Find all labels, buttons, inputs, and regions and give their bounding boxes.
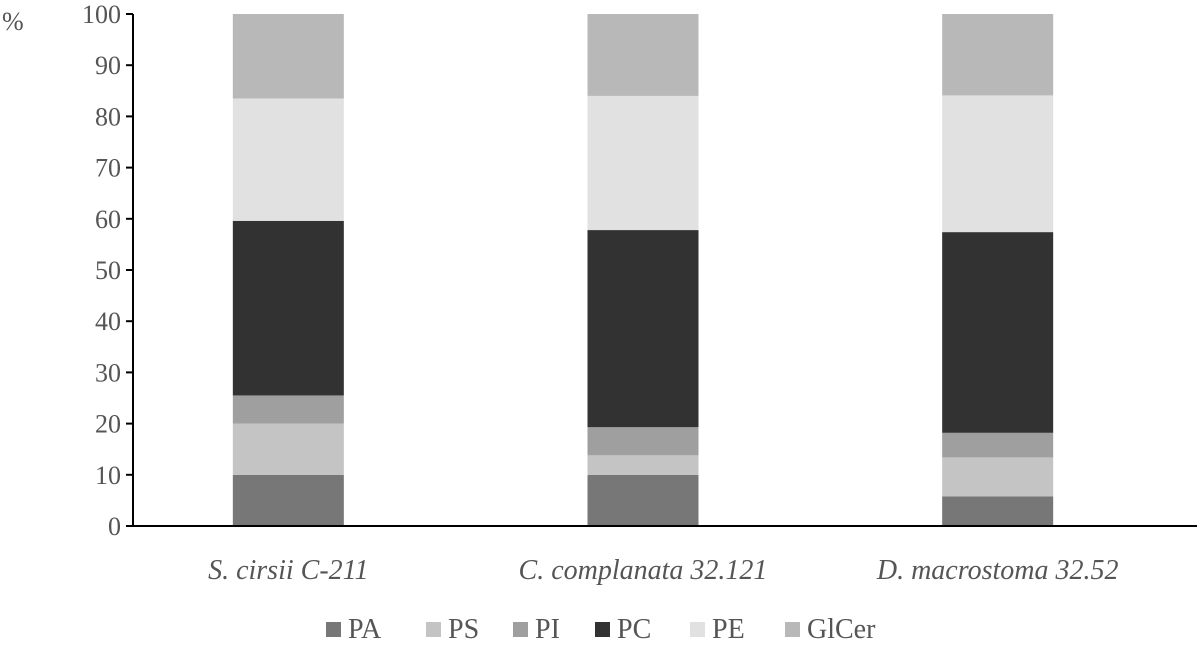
y-tick-label: 10: [95, 461, 121, 490]
legend-label-pa: PA: [348, 614, 382, 645]
bar-segment-pa: [232, 474, 344, 526]
x-category-label: C. complanata 32.121: [519, 555, 768, 586]
legend-label-pe: PE: [712, 614, 745, 645]
y-tick-label: 50: [95, 256, 121, 285]
bar-segment-ps: [232, 423, 344, 475]
y-tick-label: 30: [95, 358, 121, 387]
legend-label-pc: PC: [617, 614, 651, 645]
y-tick-label: 20: [95, 410, 121, 439]
legend: PA PS PI PC PE GlCer: [326, 614, 876, 645]
bar-segment-glcer: [587, 14, 699, 96]
bar-segment-pa: [587, 474, 699, 526]
bar-segment-pc: [587, 230, 699, 428]
y-tick-label: 0: [108, 512, 121, 541]
legend-label-glcer: GlCer: [807, 614, 876, 645]
y-tick-label: 90: [95, 51, 121, 80]
bar-segment-glcer: [232, 14, 344, 99]
y-axis: 0 10 20 30 40 50 60 70 80 90 100: [82, 0, 133, 541]
bar-segment-pc: [942, 232, 1054, 433]
y-tick-label: 80: [95, 102, 121, 131]
bar-segment-pc: [232, 220, 344, 396]
legend-label-pi: PI: [535, 614, 560, 645]
legend-label-ps: PS: [448, 614, 479, 645]
bar-segment-pa: [942, 496, 1054, 526]
y-tick-label: 60: [95, 205, 121, 234]
legend-swatch-pa: [326, 622, 341, 637]
y-tick-label: 70: [95, 154, 121, 183]
x-category-label: S. cirsii C-211: [208, 555, 368, 586]
bar-segment-pe: [587, 95, 699, 231]
y-axis-unit-label: %: [2, 7, 24, 36]
legend-swatch-ps: [426, 622, 441, 637]
bar-segment-pe: [232, 98, 344, 221]
legend-swatch-pi: [513, 622, 528, 637]
bar-segment-pi: [232, 395, 344, 424]
bar-segment-ps: [942, 457, 1054, 497]
legend-swatch-glcer: [785, 622, 800, 637]
bar-series: [232, 14, 1054, 526]
bar-segment-pe: [942, 95, 1054, 233]
legend-swatch-pc: [595, 622, 610, 637]
legend-swatch-pe: [690, 622, 705, 637]
bar-segment-glcer: [942, 14, 1054, 96]
x-category-label: D. macrostoma 32.52: [876, 555, 1119, 586]
y-tick-label: 100: [82, 0, 121, 29]
bar-segment-ps: [587, 455, 699, 475]
bar-segment-pi: [942, 432, 1054, 458]
y-tick-label: 40: [95, 307, 121, 336]
x-axis-category-labels: S. cirsii C-211 C. complanata 32.121 D. ma…: [208, 555, 1118, 586]
bar-segment-pi: [587, 427, 699, 456]
